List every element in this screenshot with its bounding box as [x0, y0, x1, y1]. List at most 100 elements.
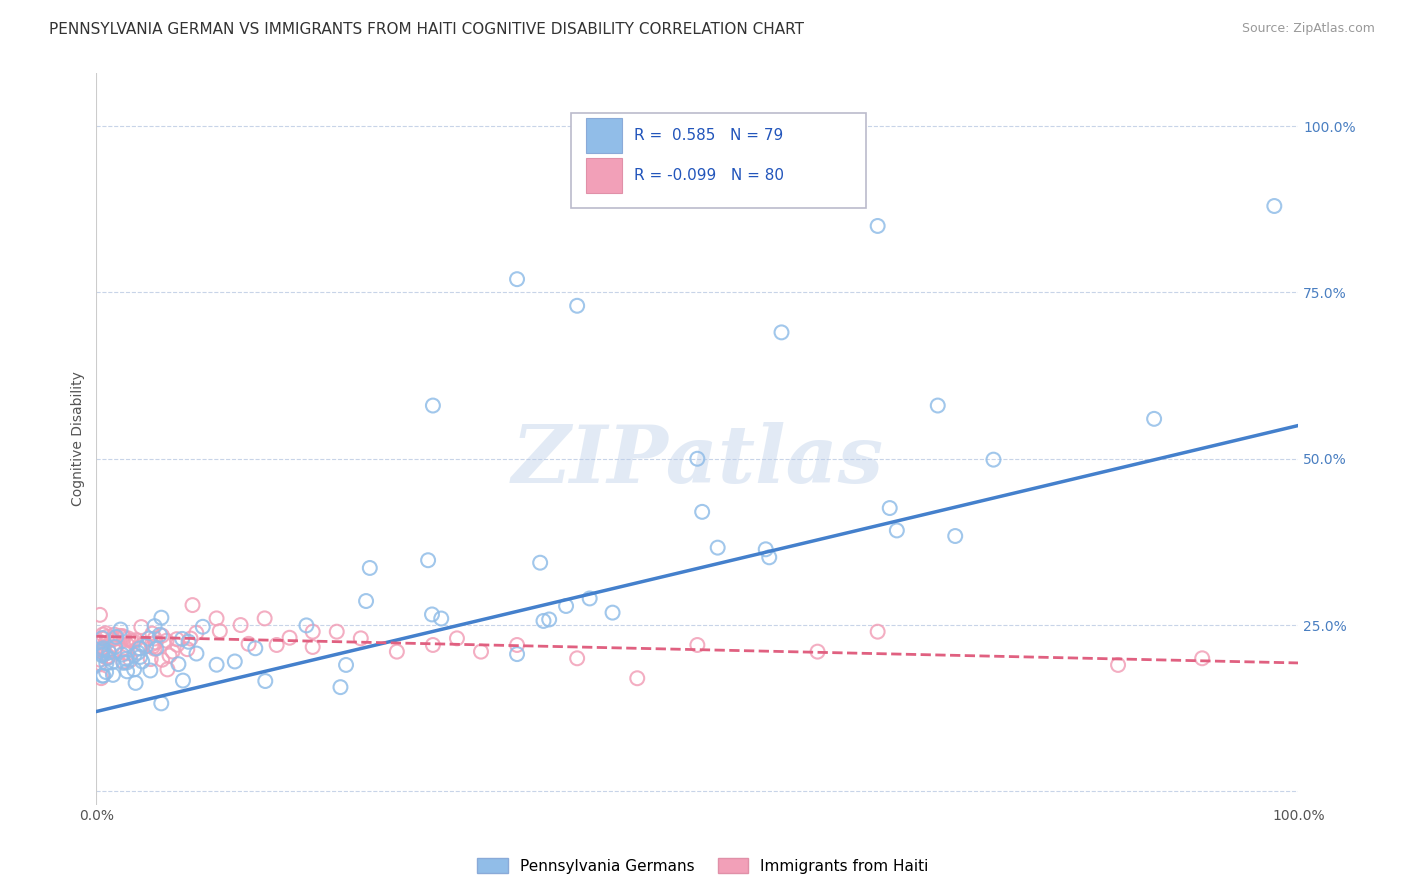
Point — [686, 451, 709, 466]
Point — [538, 612, 561, 626]
Point — [124, 676, 146, 690]
Point — [128, 641, 150, 656]
Point — [350, 632, 373, 646]
Point — [112, 656, 135, 670]
Point — [533, 614, 555, 628]
Point — [155, 633, 177, 648]
Point — [430, 611, 453, 625]
Point — [91, 643, 114, 657]
Text: ZIPatlas: ZIPatlas — [512, 422, 883, 500]
Point — [186, 626, 208, 640]
Point — [97, 643, 120, 657]
Text: Source: ZipAtlas.com: Source: ZipAtlas.com — [1241, 22, 1375, 36]
Point — [229, 618, 252, 632]
Point — [103, 627, 125, 641]
Point — [97, 650, 120, 665]
Point — [143, 619, 166, 633]
Point — [145, 635, 167, 649]
Point — [104, 640, 127, 654]
Point — [91, 631, 114, 645]
Point — [181, 598, 204, 612]
Point — [626, 671, 648, 685]
Point — [122, 662, 145, 676]
Point — [150, 653, 173, 667]
Point — [1107, 657, 1129, 672]
Point — [143, 641, 166, 656]
Point — [150, 629, 173, 643]
Point — [101, 668, 124, 682]
Y-axis label: Cognitive Disability: Cognitive Disability — [72, 371, 86, 507]
Point — [131, 620, 153, 634]
Point — [686, 638, 709, 652]
Point — [110, 623, 132, 637]
Point — [145, 641, 167, 656]
Point — [115, 652, 138, 666]
Point — [91, 640, 114, 655]
Point — [120, 653, 142, 667]
Point — [139, 652, 162, 666]
Point — [97, 649, 120, 664]
Point — [1263, 199, 1285, 213]
Point — [866, 624, 889, 639]
Point — [578, 591, 600, 606]
Point — [329, 680, 352, 694]
Point — [89, 644, 111, 658]
Point — [112, 655, 135, 669]
Point — [335, 657, 357, 672]
Point — [97, 650, 120, 665]
Point — [359, 561, 381, 575]
Point — [1191, 651, 1213, 665]
Point — [96, 650, 118, 665]
Point — [172, 673, 194, 688]
Point — [91, 648, 114, 663]
FancyBboxPatch shape — [585, 158, 621, 193]
Point — [159, 648, 181, 663]
Point — [191, 620, 214, 634]
Point — [91, 646, 114, 660]
Point — [105, 632, 128, 646]
Point — [125, 633, 148, 648]
Point — [295, 618, 318, 632]
Point — [94, 637, 117, 651]
Point — [755, 542, 778, 557]
Point — [278, 631, 301, 645]
Point — [91, 668, 114, 682]
Point — [141, 626, 163, 640]
Point — [100, 656, 122, 670]
Point — [91, 648, 114, 662]
Point — [111, 629, 134, 643]
Point — [89, 657, 111, 671]
Point — [105, 630, 128, 644]
FancyBboxPatch shape — [571, 113, 866, 209]
Point — [420, 607, 443, 622]
Legend: Pennsylvania Germans, Immigrants from Haiti: Pennsylvania Germans, Immigrants from Ha… — [471, 852, 935, 880]
Point — [266, 638, 288, 652]
Point — [254, 673, 277, 688]
Point — [138, 632, 160, 646]
Point — [149, 628, 172, 642]
Text: R =  0.585   N = 79: R = 0.585 N = 79 — [634, 128, 783, 143]
Point — [706, 541, 728, 555]
Point — [166, 638, 188, 652]
Point — [943, 529, 966, 543]
Point — [301, 624, 323, 639]
Point — [983, 452, 1005, 467]
Point — [135, 639, 157, 653]
Point — [94, 665, 117, 679]
Point — [143, 632, 166, 646]
Point — [89, 607, 111, 622]
Point — [141, 637, 163, 651]
Point — [506, 272, 529, 286]
Point — [114, 646, 136, 660]
Point — [108, 629, 131, 643]
Point — [166, 632, 188, 647]
FancyBboxPatch shape — [585, 118, 621, 153]
Point — [422, 399, 444, 413]
Point — [94, 647, 117, 661]
Point — [927, 399, 949, 413]
Point — [162, 644, 184, 658]
Point — [176, 642, 198, 657]
Point — [879, 501, 901, 516]
Point — [167, 657, 190, 672]
Point — [127, 646, 149, 660]
